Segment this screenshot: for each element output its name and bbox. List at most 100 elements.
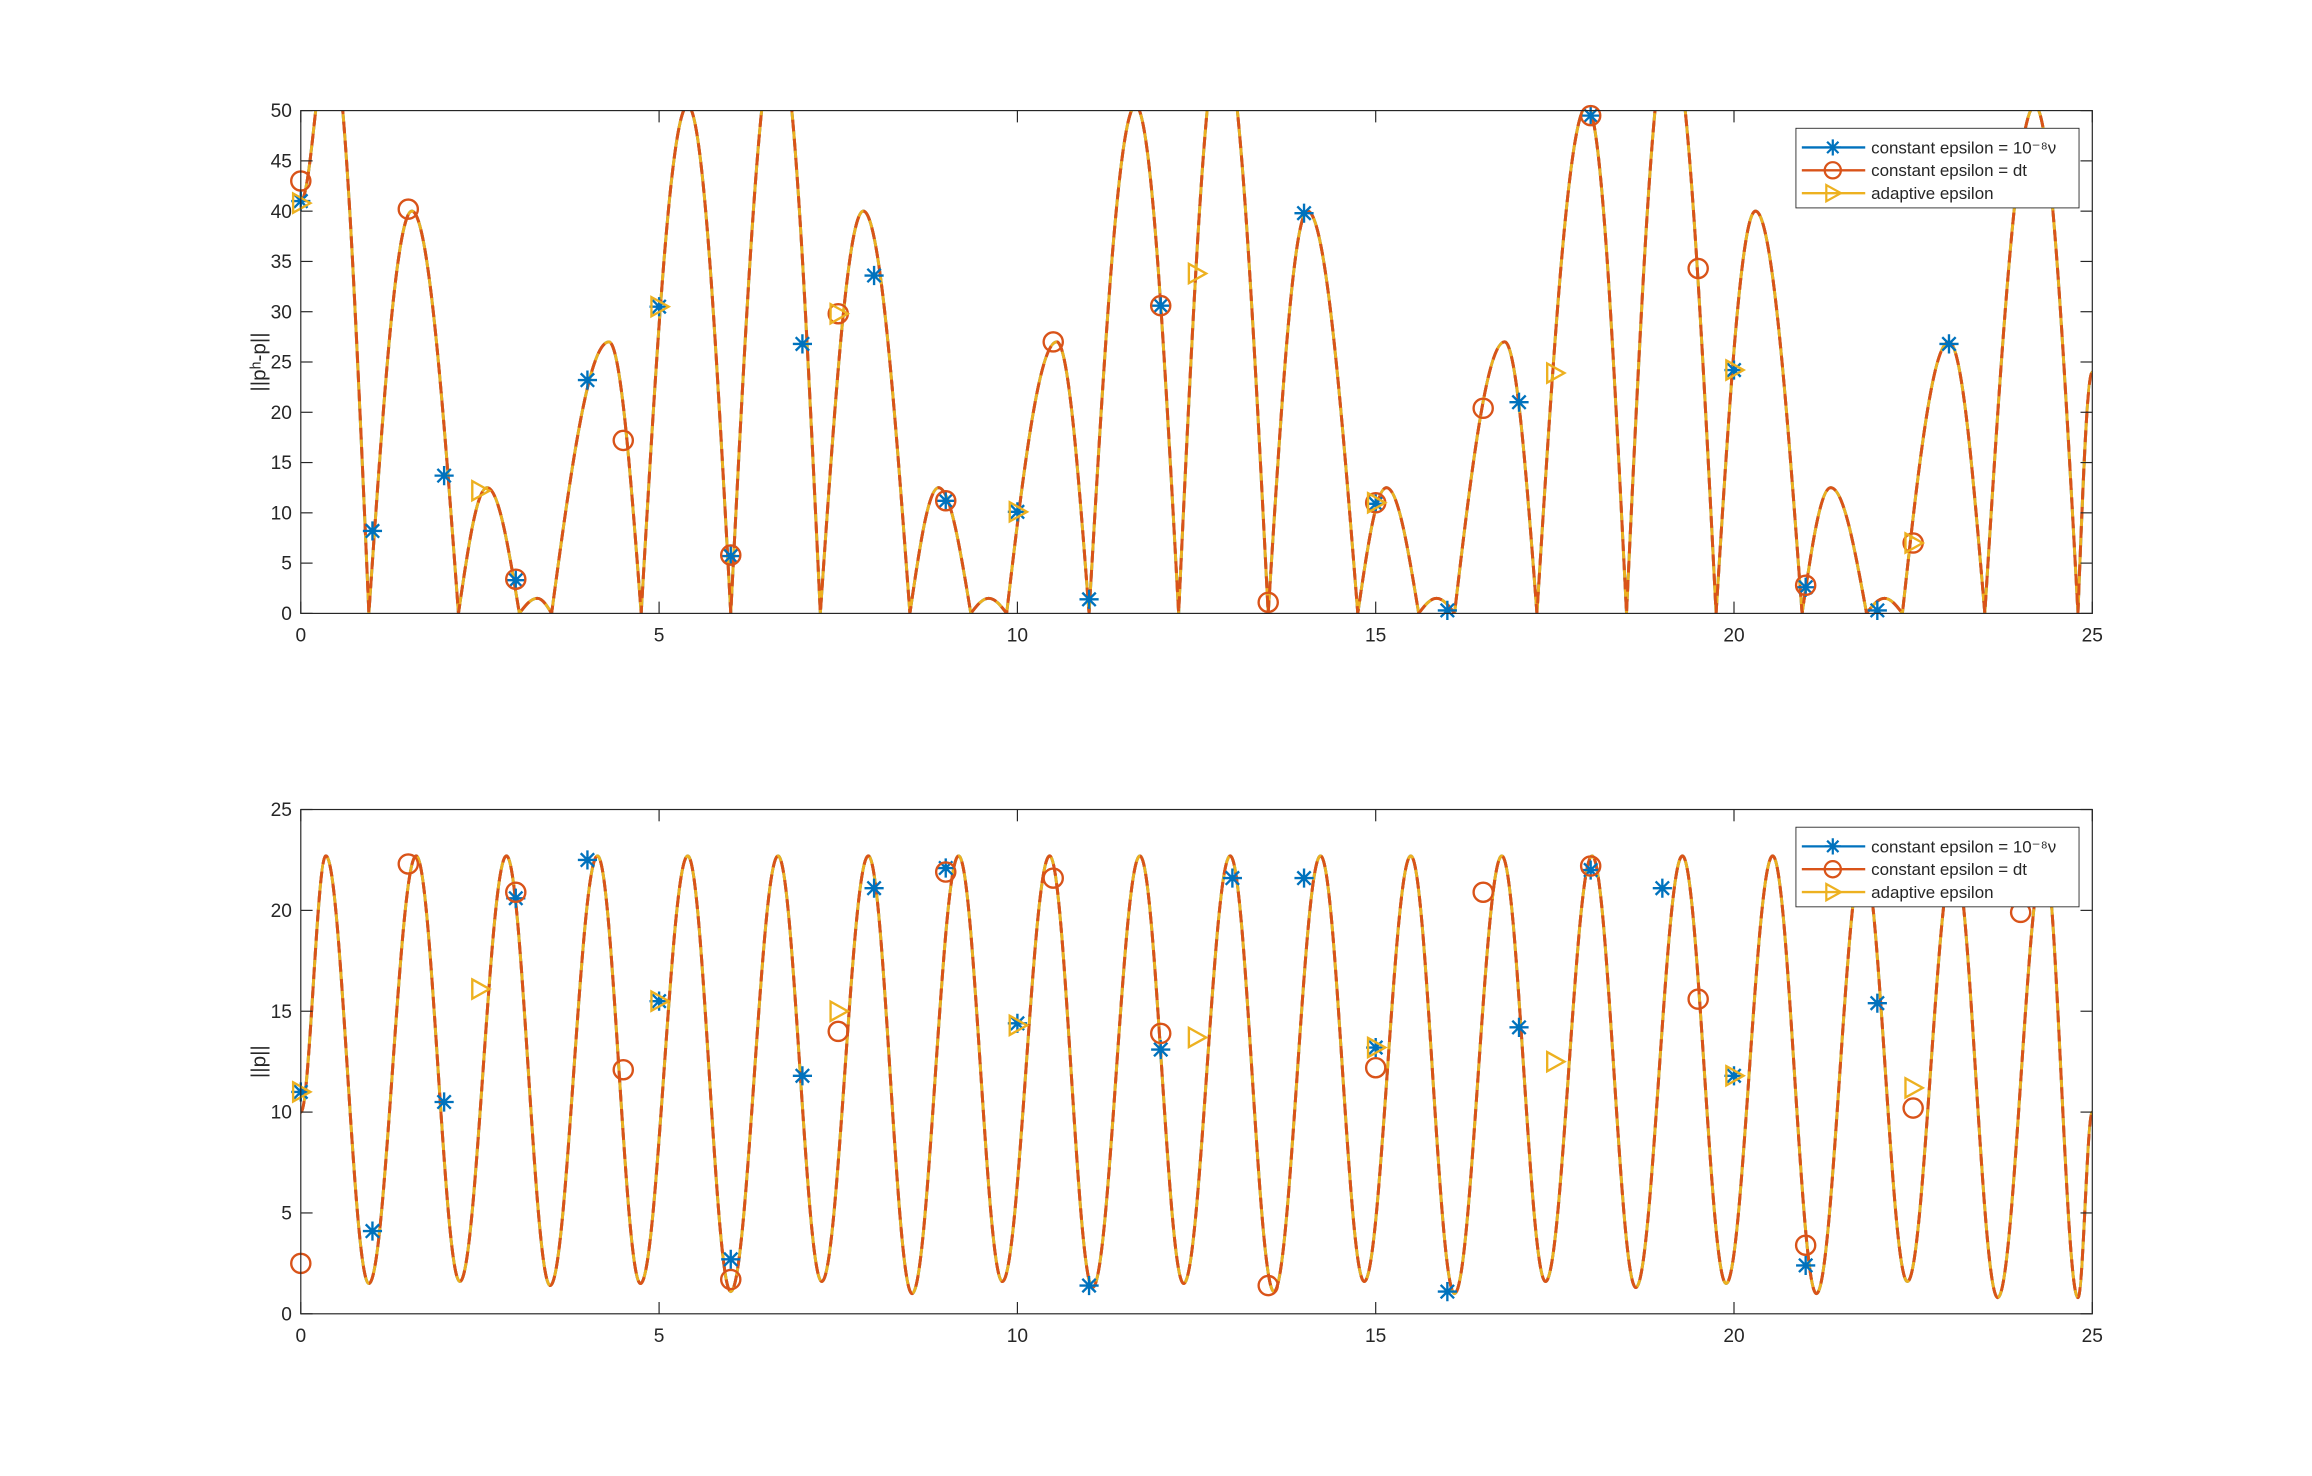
legend-marker — [1824, 838, 1841, 855]
data-marker — [1007, 1013, 1027, 1033]
data-marker — [290, 170, 312, 192]
data-marker — [505, 568, 527, 590]
data-marker — [612, 1058, 635, 1081]
legend-marker — [1825, 183, 1844, 204]
series-line — [300, 854, 2093, 1300]
data-marker — [719, 1268, 742, 1291]
data-marker — [1687, 257, 1709, 280]
data-marker — [1724, 1066, 1744, 1086]
y-tick-label: 45 — [271, 152, 292, 173]
data-marker — [864, 878, 884, 898]
data-marker — [1904, 1076, 1926, 1100]
y-tick-label: 0 — [281, 604, 292, 625]
data-marker — [1437, 1282, 1457, 1302]
x-tick-label: 0 — [295, 1326, 306, 1347]
axes-box — [300, 808, 2093, 1315]
data-marker — [1008, 500, 1030, 524]
data-marker — [1437, 600, 1457, 620]
axes: 0 5 10 15 20 25 0 5 10 15 20 25 ||p|| constant epsilo… — [247, 800, 2103, 1347]
data-marker — [650, 295, 672, 319]
data-marker — [1079, 589, 1099, 609]
data-marker — [1257, 591, 1279, 614]
legend-marker — [1823, 161, 1843, 180]
x-tick-label: 25 — [2082, 1326, 2103, 1347]
x-tick-label: 5 — [654, 625, 665, 646]
data-marker — [936, 858, 956, 878]
data-marker — [1366, 494, 1386, 514]
data-marker — [506, 570, 526, 590]
data-marker — [649, 297, 669, 317]
data-marker — [1794, 1234, 1817, 1256]
legend-box — [1795, 127, 2080, 209]
x-tick-label: 10 — [1007, 625, 1028, 646]
y-tick-label: 30 — [271, 302, 292, 323]
data-marker — [1007, 502, 1027, 522]
data-marker — [1294, 868, 1314, 888]
data-marker — [397, 853, 420, 875]
data-marker — [1149, 1022, 1172, 1045]
legend-label: adaptive epsilon — [1871, 883, 1993, 902]
data-marker — [434, 1092, 454, 1112]
data-marker — [1222, 868, 1242, 888]
y-tick-label: 10 — [271, 1103, 292, 1124]
data-marker — [650, 989, 672, 1013]
data-marker — [1151, 1039, 1171, 1060]
data-marker — [1652, 878, 1672, 898]
data-marker — [934, 861, 957, 883]
data-marker — [1042, 331, 1064, 353]
x-tick-label: 0 — [295, 625, 306, 646]
data-marker — [1546, 1050, 1567, 1074]
data-marker — [721, 1249, 741, 1269]
data-marker — [1796, 577, 1816, 597]
data-marker — [362, 521, 383, 541]
legend-marker — [1824, 139, 1841, 156]
data-marker — [829, 999, 851, 1023]
legend: constant epsilon = 10⁻⁸ν constant epsilon… — [1795, 127, 2080, 209]
data-marker — [291, 191, 313, 215]
y-tick-label: 15 — [271, 453, 292, 474]
legend-label: constant epsilon = 10⁻⁸ν — [1871, 138, 2056, 157]
data-marker — [1366, 491, 1388, 515]
x-tick-label: 5 — [654, 1326, 665, 1347]
data-marker — [1149, 294, 1172, 317]
data-marker — [1257, 1274, 1279, 1297]
data-marker — [1581, 860, 1601, 880]
data-marker — [1867, 600, 1887, 620]
data-marker — [362, 1221, 383, 1241]
y-tick-label: 10 — [271, 503, 292, 524]
data-marker — [577, 370, 598, 390]
y-tick-label: 5 — [281, 1204, 292, 1225]
data-marker — [864, 265, 884, 286]
y-axis-label: ||pʰ-p|| — [247, 332, 270, 391]
y-tick-label: 25 — [271, 353, 292, 374]
data-marker — [1366, 1035, 1388, 1060]
data-marker — [1796, 1255, 1816, 1275]
data-marker — [934, 490, 957, 512]
axes: 0 5 10 15 20 25 0 5 10 15 20 25 30 35 40 45 50 ||pʰ-p|| co… — [247, 101, 2103, 646]
data-marker — [1079, 1275, 1099, 1296]
data-marker — [721, 546, 741, 566]
data-marker — [649, 991, 669, 1011]
data-marker — [1867, 993, 1887, 1013]
data-marker — [1509, 1017, 1529, 1037]
x-tick-label: 20 — [1723, 1326, 1744, 1347]
data-marker — [1008, 1013, 1030, 1037]
series-line — [300, 110, 2093, 614]
y-tick-label: 5 — [281, 554, 292, 575]
data-marker — [577, 850, 598, 870]
x-tick-label: 20 — [1723, 625, 1744, 646]
data-marker — [1579, 855, 1602, 877]
y-tick-label: 20 — [271, 901, 292, 922]
data-marker — [434, 466, 454, 486]
y-tick-label: 0 — [281, 1304, 292, 1325]
data-marker — [1294, 203, 1314, 223]
legend-label: adaptive epsilon — [1871, 184, 1993, 203]
data-marker — [1546, 361, 1567, 385]
plot-area — [300, 110, 2093, 614]
y-axis-label: ||p|| — [247, 1045, 270, 1078]
data-marker — [397, 198, 420, 220]
legend-box — [1795, 826, 2080, 908]
data-marker — [719, 544, 742, 566]
legend-label: constant epsilon = dt — [1871, 161, 2027, 180]
